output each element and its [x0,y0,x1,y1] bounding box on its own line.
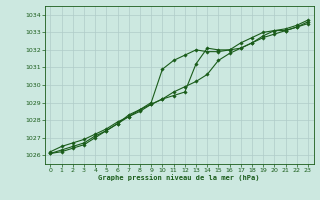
X-axis label: Graphe pression niveau de la mer (hPa): Graphe pression niveau de la mer (hPa) [99,175,260,181]
